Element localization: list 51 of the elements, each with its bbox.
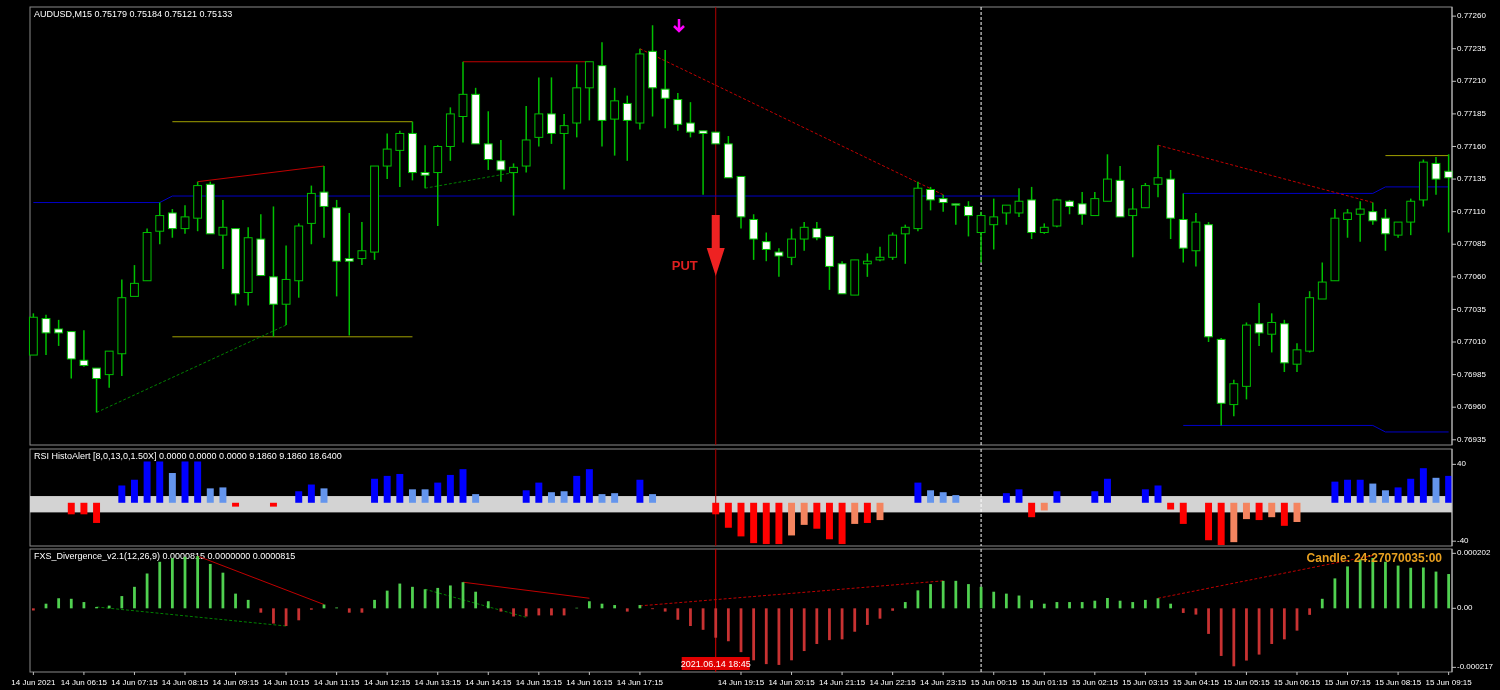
x-tick-label: 14 Jun 20:15 xyxy=(768,678,816,687)
chart-title: RSI HistoAlert [8,0,13,0,1.50X] 0.0000 0.0000 0.0000 9.1860 9.1860 18.6400 xyxy=(34,451,342,461)
y-tick-label: 0.77060 xyxy=(1457,271,1487,281)
y-tick-label: 0.77035 xyxy=(1457,304,1487,314)
x-tick-label: 14 Jun 15:15 xyxy=(515,678,563,687)
y-tick-label: -0.000217 xyxy=(1457,662,1494,672)
annotation: PUT xyxy=(671,258,698,274)
y-tick-label: 0.77185 xyxy=(1457,109,1487,118)
x-tick-label: 15 Jun 03:15 xyxy=(1122,678,1170,687)
x-tick-label: 14 Jun 17:15 xyxy=(616,678,664,687)
y-tick-label: 0.77210 xyxy=(1457,76,1487,86)
x-tick-label: 14 Jun 07:15 xyxy=(111,678,159,687)
x-tick-label: 15 Jun 05:15 xyxy=(1223,678,1271,687)
x-tick-label: 15 Jun 09:15 xyxy=(1425,678,1473,687)
x-tick-label: 15 Jun 02:15 xyxy=(1071,678,1119,687)
x-tick-label: 14 Jun 19:15 xyxy=(717,678,765,687)
y-tick-label: -40 xyxy=(1457,536,1470,546)
x-tick-label: 14 Jun 12:15 xyxy=(364,678,411,687)
chart-title: AUDUSD,M15 0.75179 0.75184 0.75121 0.75133 xyxy=(34,9,233,19)
x-tick-label: 14 Jun 06:15 xyxy=(60,678,108,687)
x-tick-label: 15 Jun 06:15 xyxy=(1273,678,1321,687)
y-tick-label: 0.77110 xyxy=(1457,206,1486,216)
x-tick-label: 15 Jun 07:15 xyxy=(1324,678,1372,687)
y-tick-label: 0.77260 xyxy=(1457,11,1487,21)
y-tick-label: 0.000202 xyxy=(1457,548,1491,558)
x-tick-label: 14 Jun 14:15 xyxy=(465,678,512,687)
y-tick-label: 0.77085 xyxy=(1457,239,1487,249)
y-tick-label: 0.77010 xyxy=(1457,337,1487,347)
y-tick-label: 0.77135 xyxy=(1457,174,1487,184)
y-tick-label: 0.77235 xyxy=(1457,43,1487,53)
x-tick-label: 15 Jun 04:15 xyxy=(1172,678,1220,687)
x-tick-label: 14 Jun 10:15 xyxy=(262,678,310,687)
x-tick-label: 15 Jun 00:15 xyxy=(970,678,1018,687)
y-tick-label: 40 xyxy=(1457,459,1467,469)
x-tick-label: 14 Jun 23:15 xyxy=(920,678,967,687)
y-tick-label: 0.00 xyxy=(1457,603,1474,613)
x-tick-label: 14 Jun 09:15 xyxy=(212,678,260,687)
x-tick-label: 15 Jun 01:15 xyxy=(1021,678,1068,687)
x-tick-label: 14 Jun 13:15 xyxy=(414,678,462,687)
x-tick-label: 14 Jun 22:15 xyxy=(869,678,917,687)
x-tick-label: 14 Jun 2021 xyxy=(11,678,56,687)
x-tick-label: 14 Jun 16:15 xyxy=(566,678,614,687)
y-tick-label: 0.76960 xyxy=(1457,402,1487,412)
y-tick-label: 0.77160 xyxy=(1457,141,1487,151)
x-tick-label: 15 Jun 08:15 xyxy=(1374,678,1422,687)
y-tick-label: 0.76985 xyxy=(1457,369,1487,379)
x-tick-label: 14 Jun 11:15 xyxy=(313,678,361,687)
x-tick-label: 14 Jun 21:15 xyxy=(818,678,866,687)
chart-title: FXS_Divergence_v2.1(12,26,9) 0.0000815 0.0000000 0.0000815 xyxy=(34,551,296,561)
y-tick-label: 0.76935 xyxy=(1457,434,1487,444)
x-tick-label: 14 Jun 08:15 xyxy=(161,678,209,687)
